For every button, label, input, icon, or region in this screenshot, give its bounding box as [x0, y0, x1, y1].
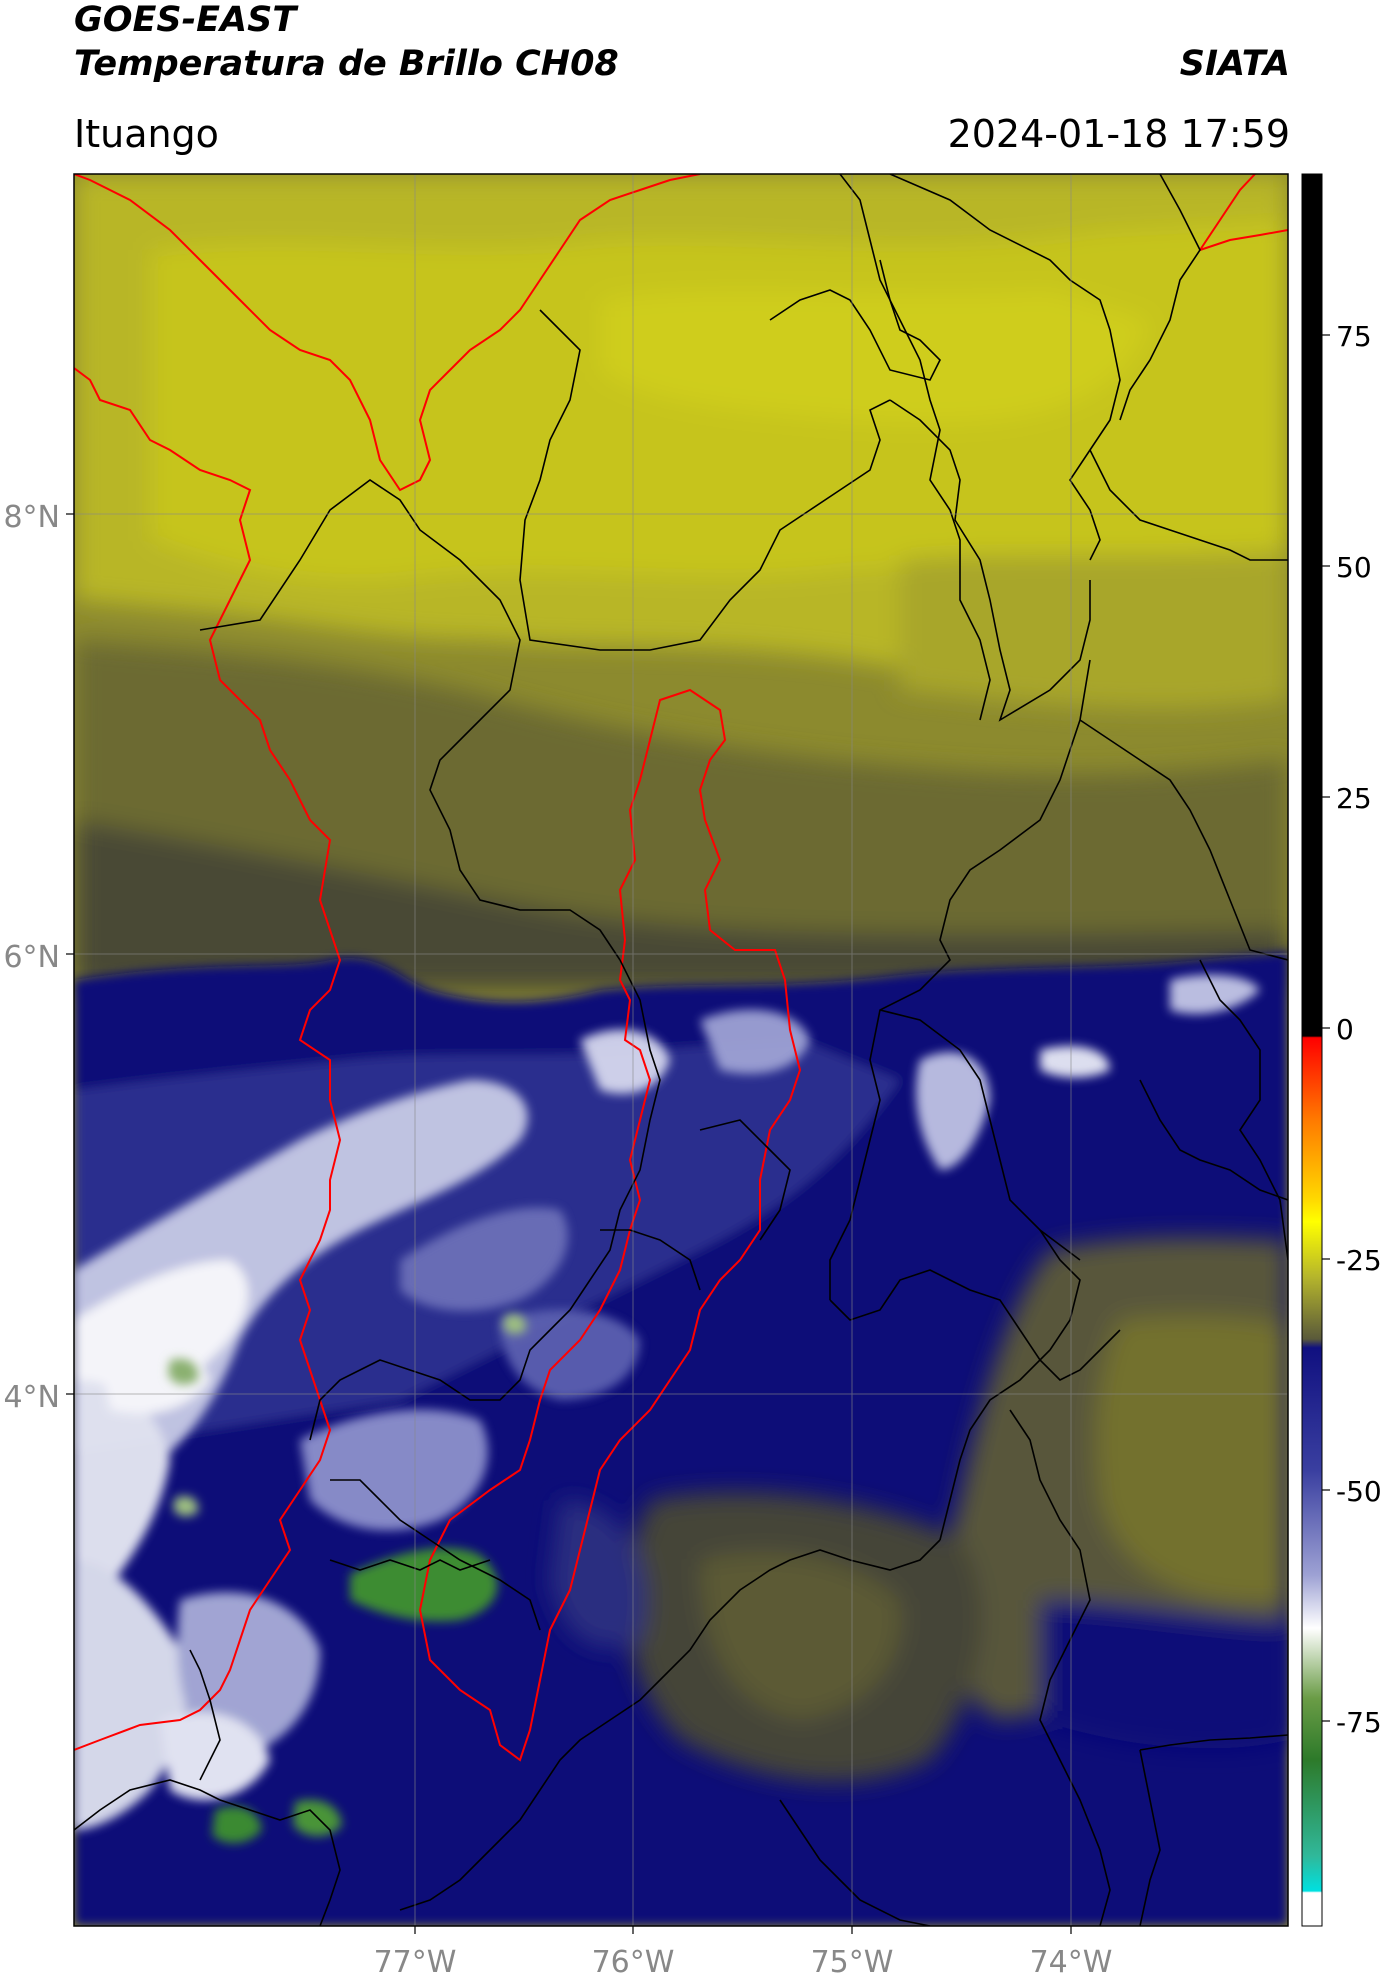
brand-label: SIATA [1179, 44, 1290, 84]
lat-label-8n: 8°N [3, 500, 60, 535]
colorbar-tick: 25 [1336, 782, 1372, 815]
lon-label-77w: 77°W [374, 1945, 457, 1980]
timestamp-label: 2024-01-18 17:59 [947, 112, 1290, 156]
colorbar-tick: -75 [1336, 1706, 1382, 1739]
colorbar-tick: -25 [1336, 1244, 1382, 1277]
colorbar: 75 50 25 0 -25 -50 -75 [1301, 173, 1382, 1927]
lat-label-6n: 6°N [3, 940, 60, 975]
lon-label-76w: 76°W [592, 1945, 675, 1980]
product-title: Temperatura de Brillo CH08 [74, 44, 619, 84]
colorbar-tick: -50 [1336, 1475, 1382, 1508]
lat-label-4n: 4°N [3, 1380, 60, 1415]
map-frame [73, 173, 1289, 1927]
colorbar-tick: 50 [1336, 551, 1372, 584]
region-label: Ituango [74, 112, 219, 156]
brightness-temperature-field [74, 174, 1288, 1926]
graticule [74, 174, 1288, 1926]
lon-label-75w: 75°W [811, 1945, 894, 1980]
satellite-title: GOES-EAST [74, 0, 297, 40]
colorbar-tick: 0 [1336, 1013, 1354, 1046]
colorbar-tick: 75 [1336, 320, 1372, 353]
lon-label-74w: 74°W [1030, 1945, 1113, 1980]
